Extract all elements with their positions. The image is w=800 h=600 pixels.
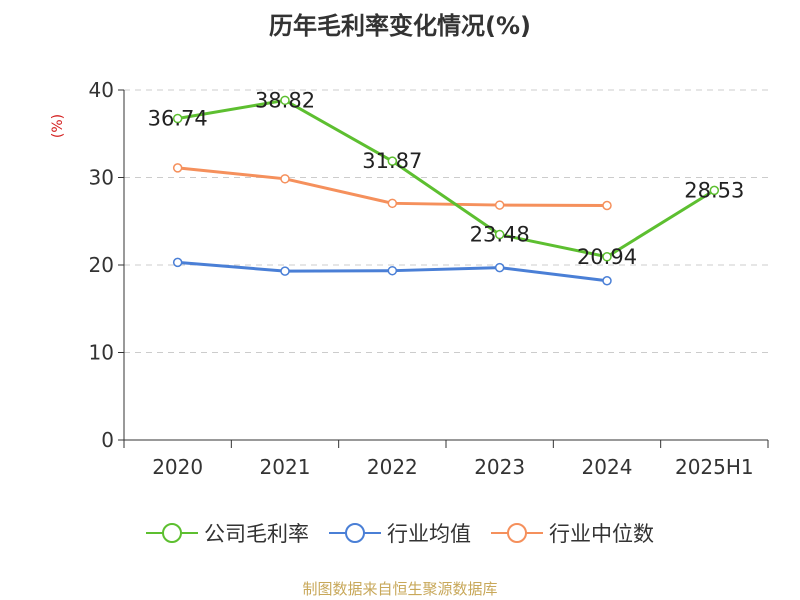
data-point bbox=[172, 113, 183, 124]
legend-label: 行业均值 bbox=[387, 522, 471, 546]
source-note: 制图数据来自恒生聚源数据库 bbox=[302, 580, 498, 598]
series-lines bbox=[172, 95, 720, 286]
legend-item[interactable]: 行业中位数 bbox=[491, 518, 654, 548]
data-point bbox=[387, 156, 398, 166]
data-point bbox=[172, 163, 183, 173]
y-tick-label: 10 bbox=[89, 341, 114, 365]
data-point bbox=[280, 174, 290, 184]
data-label: 36.74 bbox=[148, 107, 208, 131]
legend-circle bbox=[507, 523, 527, 543]
legend-item[interactable]: 行业均值 bbox=[329, 518, 471, 548]
data-point bbox=[602, 252, 612, 262]
legend-circle bbox=[345, 523, 365, 543]
chart-title: 历年毛利率变化情况(%) bbox=[269, 12, 531, 40]
y-axis-label: (%) bbox=[50, 114, 66, 138]
x-tick-label: 2023 bbox=[474, 455, 525, 479]
data-labels: 36.74 38.82 31.87 23.48 20.94 28.53 bbox=[148, 88, 745, 268]
data-point bbox=[387, 198, 398, 209]
data-label: 23.48 bbox=[470, 223, 530, 247]
data-point bbox=[494, 200, 505, 210]
data-point bbox=[172, 257, 183, 268]
data-point bbox=[280, 266, 290, 276]
x-tick-label: 2020 bbox=[152, 455, 203, 479]
x-tick-label: 2024 bbox=[582, 455, 633, 479]
legend-marker bbox=[146, 523, 198, 543]
data-point bbox=[602, 200, 612, 211]
data-label: 20.94 bbox=[577, 245, 637, 269]
data-label: 38.82 bbox=[255, 88, 315, 112]
x-tick-label: 2021 bbox=[260, 455, 311, 479]
data-point bbox=[709, 185, 720, 196]
x-tick-label: 2025H1 bbox=[675, 455, 754, 479]
x-tick-label: 2022 bbox=[367, 455, 418, 479]
legend: 公司毛利率 行业均值 行业中位数 bbox=[0, 518, 800, 548]
y-tick-label: 20 bbox=[89, 253, 114, 277]
legend-circle bbox=[162, 523, 182, 543]
data-label: 28.53 bbox=[684, 178, 744, 202]
data-point bbox=[494, 229, 505, 240]
y-tick-label: 30 bbox=[89, 166, 114, 190]
data-point bbox=[280, 95, 290, 106]
series-line bbox=[177, 98, 716, 259]
legend-label: 行业中位数 bbox=[549, 522, 654, 546]
data-point bbox=[602, 276, 612, 286]
legend-marker bbox=[329, 523, 381, 543]
data-point bbox=[387, 265, 398, 276]
data-point bbox=[494, 262, 505, 273]
y-tick-label: 0 bbox=[101, 428, 114, 452]
legend-label: 公司毛利率 bbox=[204, 522, 309, 546]
axes: 0 10 20 30 40 2020 2021 2022 2023 2024 2025H1 bbox=[89, 78, 769, 479]
legend-item[interactable]: 公司毛利率 bbox=[146, 518, 309, 548]
y-tick-label: 40 bbox=[89, 78, 114, 102]
legend-marker bbox=[491, 523, 543, 543]
data-label: 31.87 bbox=[362, 149, 422, 173]
grid-lines bbox=[124, 89, 768, 353]
